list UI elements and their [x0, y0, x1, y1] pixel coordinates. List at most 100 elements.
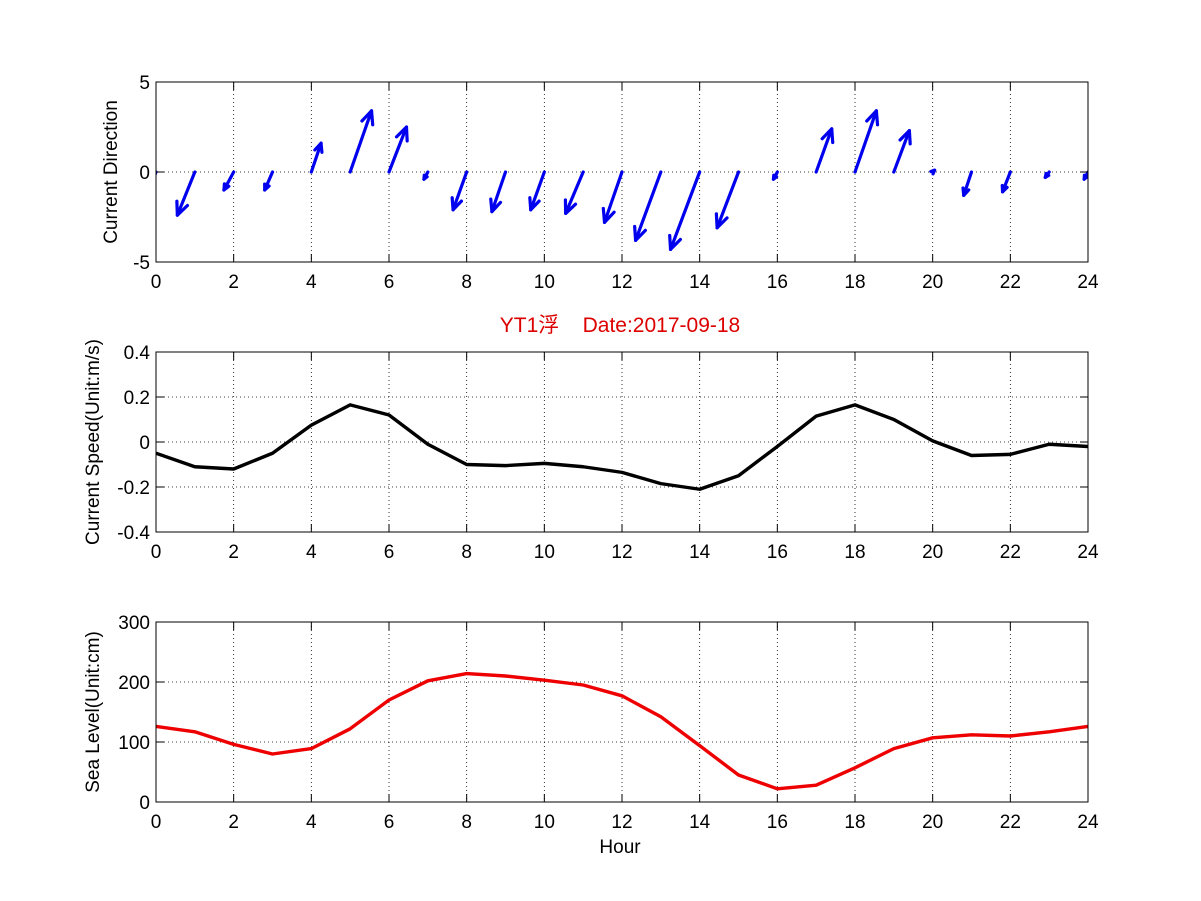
- sea-level-data-point: [931, 736, 934, 739]
- current-arrow: [348, 109, 375, 174]
- current-arrow-head: [563, 198, 578, 215]
- current-speed-ticks: 0 2 4 6 8 10 12 14 16 18 20 22 24-0.4-0.200.20.4: [117, 343, 1099, 563]
- current-arrow: [387, 125, 409, 174]
- sea-level-data-point: [465, 672, 468, 675]
- current-direction-y-tick-label: 5: [139, 73, 150, 94]
- current-direction-x-tick-label: 0: [151, 272, 162, 293]
- current-speed-x-tick-label: 2: [228, 542, 239, 563]
- current-arrow-shaft: [962, 170, 974, 197]
- current-arrow-head: [601, 206, 616, 224]
- current-arrow-head: [1043, 171, 1051, 179]
- current-arrow: [1000, 170, 1012, 194]
- current-arrow: [528, 170, 546, 212]
- current-arrow-head: [898, 129, 912, 146]
- current-speed-x-tick-label: 14: [689, 542, 711, 563]
- current-arrow: [601, 170, 624, 224]
- current-speed-x-tick-label: 12: [611, 542, 632, 563]
- current-direction-x-tick-label: 2: [228, 272, 239, 293]
- current-arrow-head: [714, 212, 729, 230]
- current-arrow: [263, 170, 275, 192]
- current-speed-data-point: [543, 462, 546, 465]
- current-direction-arrows: [141, 109, 1088, 251]
- current-speed-data-point: [659, 482, 663, 485]
- current-arrow-shaft: [715, 170, 741, 230]
- current-arrow: [814, 127, 835, 174]
- current-speed-data-point: [504, 464, 507, 467]
- current-speed-data-point: [853, 403, 857, 407]
- current-arrow-shaft: [348, 109, 374, 174]
- current-speed-data-point: [271, 452, 274, 455]
- current-direction-y-tick-label: -5: [133, 253, 150, 274]
- current-arrow-shaft: [853, 109, 878, 174]
- sea-level-data-point: [232, 743, 235, 746]
- current-speed-ylabel: Current Speed(Unit:m/s): [83, 339, 104, 545]
- sea-level-x-tick-label: 8: [461, 812, 472, 833]
- current-arrow-head: [394, 125, 409, 143]
- current-arrow: [1043, 170, 1051, 179]
- sea-level-x-tick-label: 6: [384, 812, 395, 833]
- current-speed-line: [156, 403, 1088, 491]
- current-arrow-shaft: [175, 170, 197, 217]
- current-arrow-shaft: [309, 141, 323, 174]
- current-arrow-head: [141, 199, 151, 212]
- sea-level-x-tick-label: 20: [922, 812, 943, 833]
- current-speed-data-point: [387, 413, 391, 417]
- current-direction-x-tick-label: 10: [534, 272, 555, 293]
- sea-level-data-point: [776, 787, 779, 790]
- sea-level-data-point: [1009, 734, 1012, 738]
- current-arrow-head: [668, 233, 682, 251]
- current-arrow-shaft: [814, 127, 834, 174]
- sea-level-x-tick-label: 12: [611, 812, 632, 833]
- sea-level-x-tick-label: 16: [767, 812, 788, 833]
- sea-level-data-point: [581, 683, 585, 687]
- current-arrow: [929, 168, 937, 176]
- current-speed-grid: [156, 352, 1088, 532]
- sea-level-x-tick-label: 0: [151, 812, 162, 833]
- current-arrow-head: [865, 109, 880, 127]
- current-arrow: [422, 170, 430, 181]
- current-direction-x-tick-label: 20: [922, 272, 943, 293]
- current-direction-x-tick-label: 6: [384, 272, 395, 293]
- sea-level-data-point: [504, 674, 507, 678]
- current-speed-data-point: [776, 445, 779, 448]
- current-speed-data-point: [426, 443, 430, 446]
- figure-title: YT1浮 Date:2017-09-18: [500, 314, 740, 337]
- sea-level-y-tick-label: 100: [118, 733, 150, 754]
- current-direction-y-tick-label: 0: [139, 163, 150, 184]
- current-speed-data-point: [970, 454, 973, 457]
- current-arrow-head: [360, 109, 375, 127]
- current-speed-data-point: [348, 403, 352, 407]
- sea-level-x-tick-label: 18: [844, 812, 865, 833]
- current-arrow: [668, 170, 702, 251]
- current-direction-x-tick-label: 8: [461, 272, 472, 293]
- current-speed-data-point: [193, 465, 197, 468]
- current-arrow-shaft: [564, 170, 585, 215]
- current-arrow-head: [422, 173, 429, 181]
- current-speed-y-tick-label: 0.4: [124, 343, 151, 364]
- current-speed-x-tick-label: 4: [306, 542, 317, 563]
- current-speed-x-tick-label: 6: [384, 542, 395, 563]
- current-speed-data-point: [931, 439, 934, 443]
- current-arrow-head: [820, 127, 835, 145]
- current-arrow-head: [961, 186, 971, 197]
- current-arrow-shaft: [490, 170, 508, 214]
- current-speed-data-point: [310, 423, 313, 427]
- current-speed-data-point: [1047, 443, 1051, 446]
- sea-level-x-tick-label: 10: [534, 812, 555, 833]
- sea-level-y-tick-label: 0: [139, 793, 150, 814]
- current-speed-x-tick-label: 24: [1077, 542, 1099, 563]
- current-arrow-shaft: [668, 170, 702, 251]
- sea-level-data-point: [659, 715, 663, 718]
- sea-level-data-point: [426, 679, 430, 682]
- current-arrow-shaft: [633, 170, 663, 242]
- current-arrow-head: [313, 141, 324, 154]
- current-arrow: [1082, 170, 1088, 181]
- current-speed-data-point: [814, 414, 818, 418]
- sea-level-data-point: [698, 744, 701, 747]
- current-arrow-head: [222, 182, 231, 192]
- current-speed-x-tick-label: 22: [1000, 542, 1021, 563]
- current-arrow: [853, 109, 880, 174]
